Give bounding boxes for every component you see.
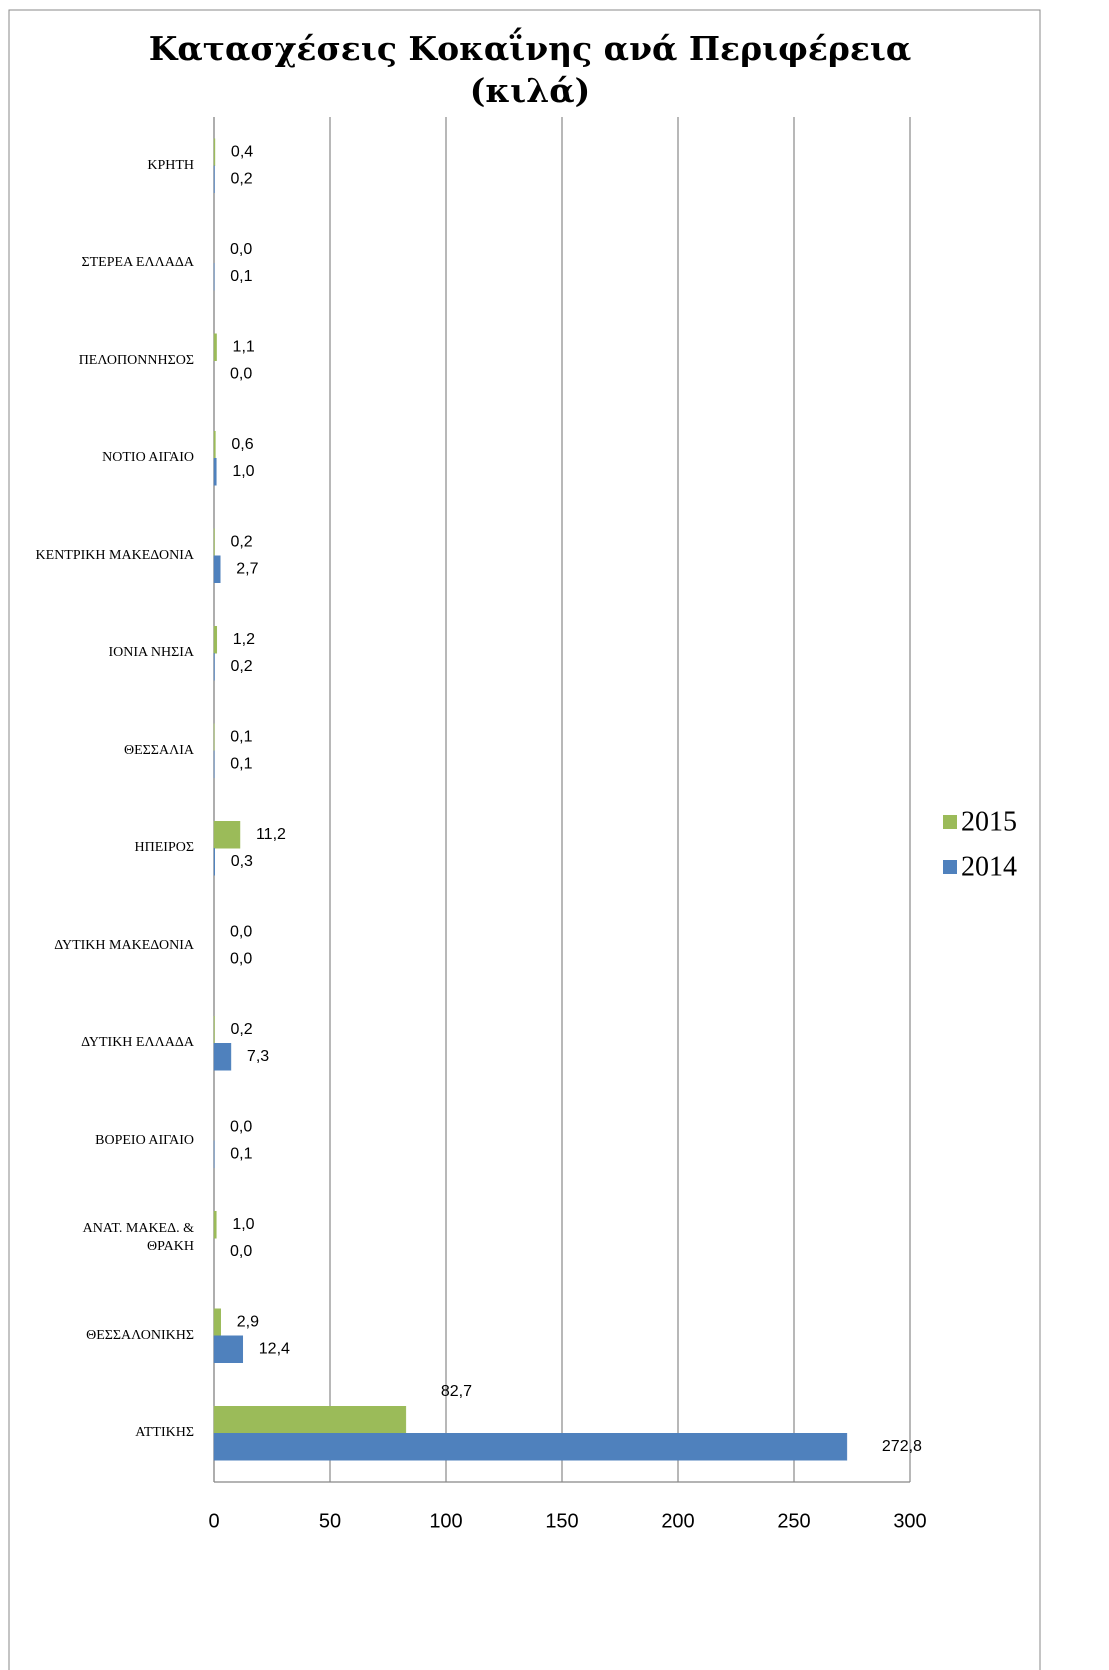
data-label: 0,1 bbox=[230, 1145, 252, 1162]
data-label: 2,9 bbox=[237, 1313, 259, 1330]
x-tick-label: 300 bbox=[893, 1510, 926, 1532]
data-label: 0,1 bbox=[230, 728, 252, 745]
bar bbox=[213, 1335, 244, 1363]
data-label: 0,0 bbox=[230, 241, 252, 258]
data-label: 2,7 bbox=[236, 560, 258, 577]
data-label: 1,0 bbox=[232, 463, 254, 480]
data-label: 11,2 bbox=[256, 826, 286, 843]
data-label: 0,2 bbox=[230, 1021, 252, 1038]
x-tick-label: 250 bbox=[777, 1510, 810, 1532]
data-label: 272,8 bbox=[882, 1438, 922, 1455]
y-tick-label: ΑΝΑΤ. ΜΑΚΕΔ. & ΘΡΑΚΗ bbox=[82, 1221, 194, 1255]
data-label: 0,0 bbox=[230, 365, 252, 382]
bar bbox=[213, 138, 216, 166]
y-tick-label: ΠΕΛΟΠΟΝΝΗΣΟΣ bbox=[78, 352, 194, 368]
legend-swatch bbox=[943, 860, 957, 874]
bar bbox=[213, 1406, 407, 1434]
data-label: 1,0 bbox=[232, 1216, 254, 1233]
bar bbox=[213, 821, 241, 849]
data-label: 0,2 bbox=[230, 658, 252, 675]
y-tick-label: ΗΠΕΙΡΟΣ bbox=[134, 840, 194, 856]
legend-swatch bbox=[943, 815, 957, 829]
bar bbox=[213, 333, 217, 361]
bar bbox=[213, 1211, 217, 1239]
y-tick-label: ΘΕΣΣΑΛΟΝΙΚΗΣ bbox=[86, 1327, 194, 1343]
data-label: 0,0 bbox=[230, 950, 252, 967]
y-tick-label: ΑΤΤΙΚΗΣ bbox=[135, 1425, 194, 1441]
data-label: 0,4 bbox=[231, 143, 253, 160]
data-label: 82,7 bbox=[441, 1383, 472, 1400]
data-label: 1,1 bbox=[233, 338, 255, 355]
bar bbox=[213, 1433, 848, 1461]
x-tick-label: 150 bbox=[545, 1510, 578, 1532]
y-tick-label: ΘΕΣΣΑΛΙΑ bbox=[124, 742, 194, 758]
y-tick-label: ΚΡΗΤΗ bbox=[147, 157, 194, 173]
data-label: 7,3 bbox=[247, 1048, 269, 1065]
data-label: 12,4 bbox=[259, 1340, 290, 1357]
chart-title: Κατασχέσεις Κοκαΐνης ανά Περιφέρεια (κιλ… bbox=[148, 29, 912, 110]
y-tick-label: ΔΥΤΙΚΗ ΕΛΛΑΔΑ bbox=[81, 1035, 194, 1051]
x-tick-label: 0 bbox=[208, 1510, 219, 1532]
data-label: 0,0 bbox=[230, 1118, 252, 1135]
y-tick-label: ΔΥΤΙΚΗ ΜΑΚΕΔΟΝΙΑ bbox=[54, 937, 194, 953]
data-label: 0,1 bbox=[230, 268, 252, 285]
data-label: 0,2 bbox=[230, 533, 252, 550]
data-label: 0,2 bbox=[230, 170, 252, 187]
x-tick-label: 50 bbox=[319, 1510, 341, 1532]
y-tick-label: ΙΟΝΙΑ ΝΗΣΙΑ bbox=[108, 645, 194, 661]
y-tick-label: ΚΕΝΤΡΙΚΗ ΜΑΚΕΔΟΝΙΑ bbox=[35, 547, 194, 563]
bar bbox=[213, 626, 218, 654]
data-label: 0,3 bbox=[231, 853, 253, 870]
data-label: 0,0 bbox=[230, 1243, 252, 1260]
bar bbox=[213, 848, 215, 876]
y-tick-label: ΝΟΤΙΟ ΑΙΓΑΙΟ bbox=[102, 450, 194, 466]
bar bbox=[213, 431, 216, 459]
bar bbox=[213, 1308, 221, 1336]
legend-label: 2014 bbox=[961, 851, 1017, 882]
legend-label: 2015 bbox=[961, 806, 1017, 837]
data-label: 0,6 bbox=[231, 436, 253, 453]
x-tick-label: 200 bbox=[661, 1510, 694, 1532]
x-tick-label: 100 bbox=[429, 1510, 462, 1532]
bar bbox=[213, 1043, 232, 1071]
frame bbox=[8, 9, 1041, 1670]
bar bbox=[213, 555, 221, 583]
data-label: 1,2 bbox=[233, 631, 255, 648]
data-label: 0,1 bbox=[230, 755, 252, 772]
y-tick-label: ΣΤΕΡΕΑ ΕΛΛΑΔΑ bbox=[81, 255, 194, 271]
data-label: 0,0 bbox=[230, 923, 252, 940]
bar bbox=[213, 458, 217, 486]
y-tick-label: ΒΟΡΕΙΟ ΑΙΓΑΙΟ bbox=[95, 1132, 194, 1148]
